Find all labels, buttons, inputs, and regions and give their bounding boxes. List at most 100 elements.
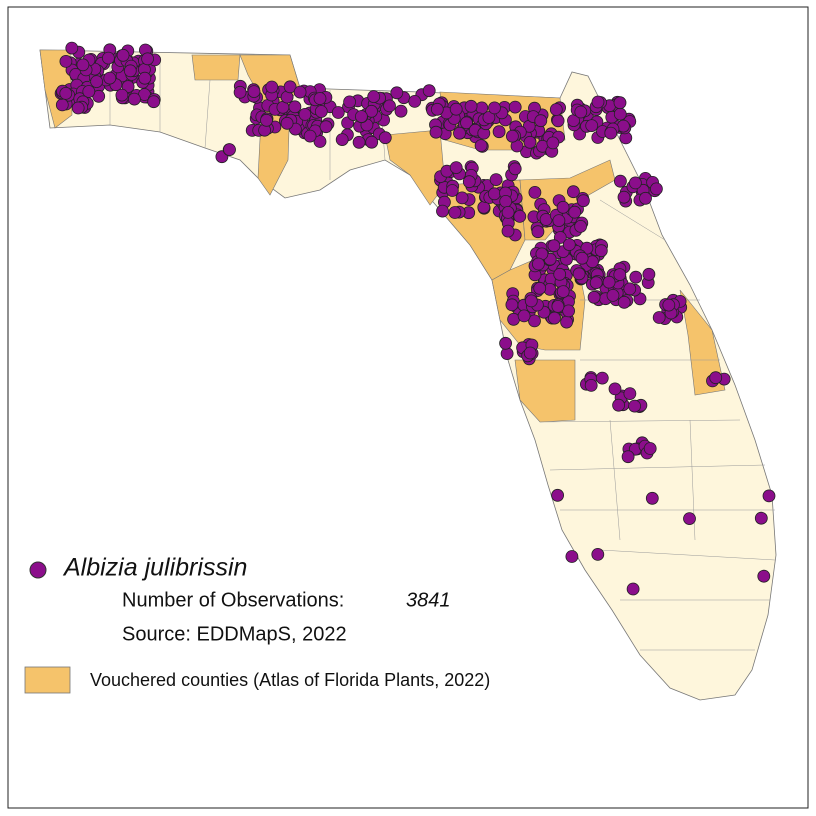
observation-point (762, 489, 776, 503)
observation-point (709, 371, 723, 385)
observation-point (260, 113, 273, 127)
observation-point (565, 550, 579, 563)
observation-point (429, 125, 443, 139)
observation-point (508, 100, 522, 114)
observation-point (453, 126, 466, 140)
observation-point (562, 238, 576, 252)
observation-point (448, 206, 462, 219)
county-lines (109, 60, 776, 651)
observation-point (623, 282, 637, 296)
observation-point (298, 108, 312, 121)
observation-point (313, 135, 327, 148)
observation-point (534, 114, 548, 128)
observation-point (233, 85, 247, 99)
observation-point (587, 290, 601, 304)
observation-point (352, 135, 366, 149)
observation-point (103, 71, 117, 85)
observation-point (577, 194, 590, 208)
observation-point (754, 511, 768, 525)
observation-point (617, 295, 631, 309)
observation-point (639, 191, 652, 205)
observation-point (90, 75, 103, 88)
observation-point (524, 294, 538, 308)
observation-point (528, 314, 541, 328)
observation-point (499, 336, 513, 350)
observation-point (76, 58, 90, 72)
observation-point (492, 125, 506, 139)
observation-point (449, 102, 463, 116)
observation-point (584, 378, 598, 392)
observation-point (506, 129, 519, 143)
observation-point (505, 298, 519, 312)
observation-point (365, 104, 378, 118)
observation-point (314, 105, 328, 118)
observation-point (623, 387, 637, 401)
observation-point (652, 311, 666, 324)
observation-point (283, 80, 297, 94)
observation-point (604, 126, 618, 140)
observation-point (59, 55, 73, 68)
observation-point (602, 275, 616, 289)
observation-point (394, 104, 408, 118)
observation-point (293, 85, 307, 99)
observation-point (449, 161, 463, 175)
observation-point (460, 116, 473, 130)
observation-point (612, 398, 625, 412)
observation-point (683, 512, 696, 525)
observation-point (614, 174, 627, 188)
observation-point (65, 41, 79, 55)
observation-point (436, 204, 449, 218)
observation-point (551, 488, 564, 502)
observation-point (556, 200, 570, 214)
observation-point (591, 95, 605, 109)
observation-point (147, 95, 161, 109)
observation-point (528, 185, 542, 199)
observation-point (319, 120, 333, 134)
observation-point (71, 101, 85, 115)
observation-point (265, 80, 279, 94)
observation-point (55, 98, 69, 112)
observation-point (546, 136, 560, 150)
observation-point (378, 131, 392, 145)
observation-point (513, 209, 527, 223)
observation-point (643, 442, 657, 455)
observation-point (568, 205, 582, 219)
observation-point (551, 299, 565, 313)
observation-point (567, 185, 580, 199)
observation-point (455, 191, 469, 205)
observation-point (313, 92, 327, 105)
observation-points (54, 41, 776, 596)
observation-point (574, 219, 587, 233)
observation-point (499, 194, 513, 208)
observations-label: Number of Observations: (122, 589, 344, 611)
observation-point (462, 175, 476, 189)
observation-point (613, 96, 627, 110)
observation-point (560, 315, 573, 329)
observation-point (390, 86, 404, 100)
observation-point (482, 111, 496, 124)
observation-point (247, 85, 261, 98)
legend-marker (29, 561, 47, 579)
observation-point (59, 87, 73, 100)
observation-point (574, 105, 588, 119)
observation-point (628, 399, 641, 413)
observation-point (613, 268, 627, 282)
observation-point (303, 129, 317, 143)
observation-point (551, 114, 565, 128)
observation-point (595, 371, 609, 385)
observation-point (533, 281, 547, 295)
observation-point (123, 64, 137, 78)
observation-point (430, 102, 444, 116)
observation-point (548, 311, 561, 325)
legend-swatch (24, 666, 71, 694)
observations-count: 3841 (406, 589, 451, 611)
observation-point (662, 298, 676, 312)
observation-point (288, 100, 302, 114)
legend-species: Albizia julibrissin (62, 554, 247, 582)
observation-point (650, 182, 663, 196)
observation-point (501, 224, 515, 238)
observation-point (138, 71, 152, 85)
observation-point (487, 187, 501, 201)
observation-point (365, 135, 379, 149)
